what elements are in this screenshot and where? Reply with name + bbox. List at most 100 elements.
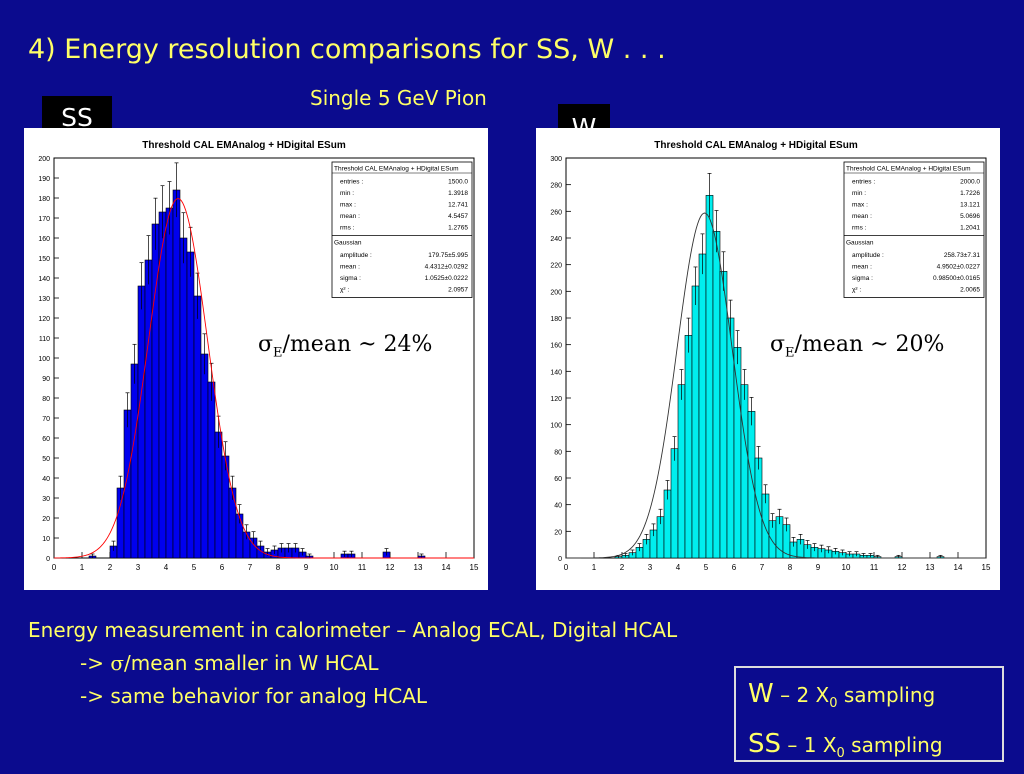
y-tick-label: 240 (550, 236, 562, 243)
fit-box-title: Gaussian (846, 240, 874, 247)
x-tick-label: 12 (386, 563, 395, 572)
w-sampling-text: sampling (837, 683, 936, 707)
histogram-bar (179, 237, 188, 559)
stats-label: rms : (340, 225, 355, 232)
fit-value: 2.0065 (960, 287, 980, 294)
y-tick-label: 60 (42, 436, 50, 443)
fit-label: sigma : (852, 275, 873, 282)
fit-label: sigma : (340, 275, 361, 282)
sampling-box: W – 2 X0 sampling SS – 1 X0 sampling (734, 666, 1004, 762)
fit-value: 0.98500±0.0165 (933, 275, 980, 282)
fit-value: 258.73±7.31 (944, 252, 980, 259)
x-tick-label: 0 (52, 563, 57, 572)
summary-line-2: -> σ/mean smaller in W HCAL (28, 647, 677, 680)
y-tick-label: 30 (42, 496, 50, 503)
summary-line-1: Energy measurement in calorimeter – Anal… (28, 618, 678, 642)
x-tick-label: 2 (620, 563, 625, 572)
histogram-bar (733, 347, 742, 559)
y-tick-label: 260 (550, 209, 562, 216)
gaussian-fit-curve (566, 212, 986, 559)
histogram-bar (663, 489, 672, 559)
stats-label: mean : (340, 213, 360, 220)
dash: – (781, 733, 804, 757)
resolution-text: /mean ~ 24% (282, 332, 433, 357)
y-tick-label: 220 (550, 263, 562, 270)
x-tick-label: 5 (704, 563, 709, 572)
histogram-bar (144, 259, 153, 559)
y-tick-label: 160 (550, 343, 562, 350)
x-tick-label: 4 (676, 563, 681, 572)
y-tick-label: 100 (38, 356, 50, 363)
x-tick-label: 3 (648, 563, 653, 572)
y-tick-label: 130 (38, 296, 50, 303)
histogram-bar (214, 431, 223, 559)
slide-title: 4) Energy resolution comparisons for SS,… (28, 34, 666, 65)
sigma-symbol: σ (110, 651, 124, 675)
x-tick-label: 11 (870, 563, 879, 572)
x-tick-label: 14 (954, 563, 963, 572)
y-tick-label: 40 (42, 476, 50, 483)
fit-label: mean : (852, 264, 872, 271)
subscript: 0 (829, 696, 838, 711)
fit-value: 4.4312±0.0292 (425, 264, 469, 271)
y-tick-label: 300 (550, 156, 562, 163)
stats-label: max : (340, 202, 356, 209)
resolution-text: /mean ~ 20% (794, 332, 945, 357)
stats-box (843, 161, 985, 298)
summary-text: Energy measurement in calorimeter – Anal… (28, 614, 677, 713)
slide-subtitle: Single 5 GeV Pion (310, 86, 487, 110)
arrow-text: -> (80, 651, 111, 675)
sigma-subscript: E (273, 345, 283, 361)
y-tick-label: 80 (554, 449, 562, 456)
gaussian-fit-curve (53, 198, 474, 559)
x-tick-label: 15 (982, 563, 991, 572)
stats-box-title: Threshold CAL EMAnalog + HDigital ESum (846, 166, 971, 173)
sigma-symbol: σ (770, 332, 786, 357)
stats-value: 1.3918 (448, 190, 468, 197)
histogram-bar (123, 409, 132, 559)
histogram-bar (698, 253, 707, 559)
x-tick-label: 9 (816, 563, 821, 572)
fit-value: 4.9502±0.0227 (937, 264, 981, 271)
histogram-bar (740, 384, 749, 559)
stats-label: entries : (852, 179, 875, 186)
stats-value: 13.121 (960, 202, 980, 209)
chart-title: Threshold CAL EMAnalog + HDigital ESum (142, 140, 346, 151)
x-tick-label: 7 (248, 563, 253, 572)
x-tick-label: 2 (108, 563, 113, 572)
x-tick-label: 6 (732, 563, 737, 572)
histogram-bar (130, 363, 139, 559)
y-tick-label: 40 (554, 503, 562, 510)
fit-box-title: Gaussian (334, 240, 362, 247)
w-sampling-name: W (748, 679, 774, 709)
x-tick-label: 4 (164, 563, 169, 572)
fit-label: χ² : (340, 287, 349, 294)
fit-label: mean : (340, 264, 360, 271)
histogram-bar (137, 285, 146, 559)
y-tick-label: 170 (38, 216, 50, 223)
histogram-bar (747, 411, 756, 559)
fit-label: amplitude : (852, 252, 884, 259)
x-tick-label: 11 (358, 563, 367, 572)
y-tick-label: 140 (38, 276, 50, 283)
histogram-bar (193, 295, 202, 559)
y-tick-label: 200 (38, 156, 50, 163)
y-tick-label: 20 (554, 529, 562, 536)
sigma-symbol: σ (258, 332, 274, 357)
histogram-bar (705, 195, 714, 559)
x-tick-label: 8 (788, 563, 793, 572)
stats-value: 2000.0 (960, 179, 980, 186)
y-tick-label: 0 (558, 556, 562, 563)
x-tick-label: 8 (276, 563, 281, 572)
ss-resolution-annotation: σE/mean ~ 24% (258, 332, 432, 360)
x-tick-label: 15 (470, 563, 479, 572)
histogram-bar (761, 493, 770, 559)
histogram-bar (712, 231, 721, 559)
y-tick-label: 160 (38, 236, 50, 243)
stats-value: 4.5457 (448, 213, 468, 220)
y-tick-label: 20 (42, 516, 50, 523)
x-tick-label: 14 (442, 563, 451, 572)
fit-label: χ² : (852, 287, 861, 294)
stats-label: mean : (852, 213, 872, 220)
w-histogram-panel: Threshold CAL EMAnalog + HDigital ESum 0 2… (536, 128, 1000, 590)
